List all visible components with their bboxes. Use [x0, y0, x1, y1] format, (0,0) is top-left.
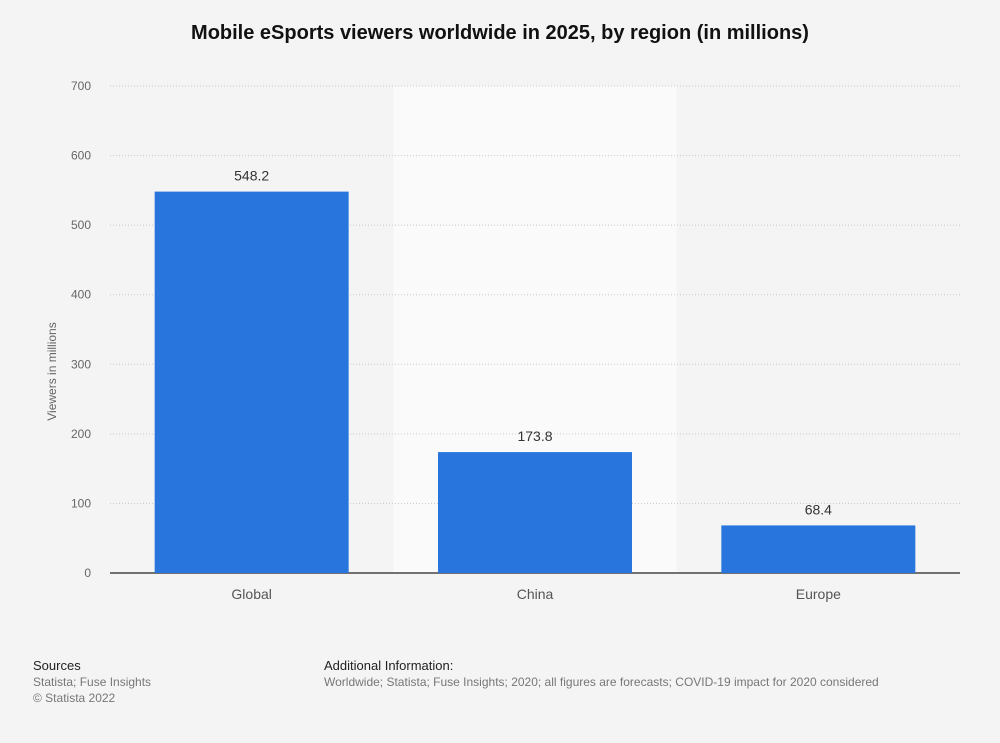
y-axis-title: Viewers in millions — [45, 322, 59, 420]
data-label: 548.2 — [234, 168, 269, 184]
y-tick-label: 500 — [71, 218, 91, 232]
data-label: 68.4 — [805, 501, 832, 517]
x-category-label: Europe — [796, 586, 841, 602]
y-tick-label: 200 — [71, 427, 91, 441]
additional-info-heading: Additional Information: — [324, 658, 454, 673]
copyright-text: © Statista 2022 — [33, 691, 116, 705]
bar-chart: 0 100 200 300 400 500 600 700 548.2 Global 173.8 Ch… — [45, 79, 960, 602]
y-tick-label: 300 — [71, 357, 91, 371]
bar-global[interactable] — [154, 191, 349, 573]
chart-title: Mobile eSports viewers worldwide in 2025… — [191, 22, 809, 44]
y-tick-label: 400 — [71, 288, 91, 302]
x-category-label: China — [517, 586, 554, 602]
x-category-label: Global — [231, 586, 271, 602]
sources-text: Statista; Fuse Insights — [33, 675, 152, 689]
data-label: 173.8 — [517, 428, 552, 444]
y-tick-label: 600 — [71, 149, 91, 163]
y-tick-label: 0 — [84, 566, 91, 580]
sources-heading: Sources — [33, 658, 81, 673]
sources-block: Sources Statista; Fuse Insights © Statis… — [33, 658, 151, 706]
additional-info-text: Worldwide; Statista; Fuse Insights; 2020… — [324, 675, 879, 689]
bar-europe[interactable] — [721, 525, 916, 573]
bar-china[interactable] — [438, 452, 632, 573]
y-tick-label: 100 — [71, 496, 91, 510]
additional-info-block: Additional Information: Worldwide; Stati… — [324, 658, 879, 690]
y-tick-label: 700 — [71, 79, 91, 93]
